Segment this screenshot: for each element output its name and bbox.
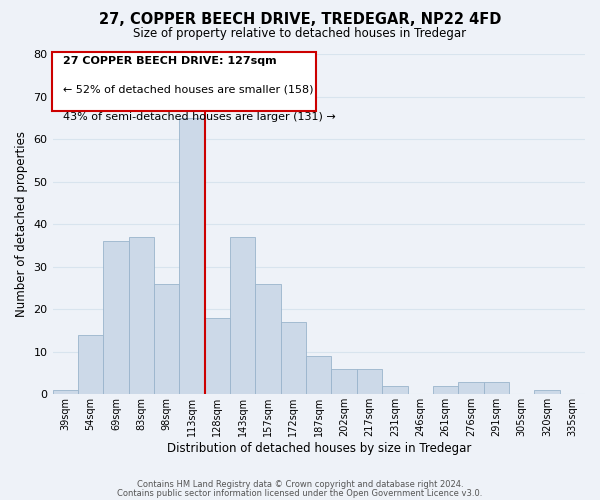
Text: Size of property relative to detached houses in Tredegar: Size of property relative to detached ho… (133, 28, 467, 40)
Bar (306, 356, 331, 395)
X-axis label: Distribution of detached houses by size in Tredegar: Distribution of detached houses by size … (167, 442, 471, 455)
Bar (534, 390, 560, 394)
Y-axis label: Number of detached properties: Number of detached properties (15, 131, 28, 317)
Text: 43% of semi-detached houses are larger (131) →: 43% of semi-detached houses are larger (… (63, 112, 336, 122)
Bar (433, 386, 458, 394)
Bar (179, 118, 205, 394)
Bar (281, 322, 306, 394)
Text: ← 52% of detached houses are smaller (158): ← 52% of detached houses are smaller (15… (63, 84, 314, 94)
Text: 27, COPPER BEECH DRIVE, TREDEGAR, NP22 4FD: 27, COPPER BEECH DRIVE, TREDEGAR, NP22 4… (99, 12, 501, 28)
Bar (357, 369, 382, 394)
Text: Contains HM Land Registry data © Crown copyright and database right 2024.: Contains HM Land Registry data © Crown c… (137, 480, 463, 489)
Bar (53, 390, 78, 394)
Bar (78, 334, 103, 394)
Bar (154, 284, 179, 395)
Bar (331, 369, 357, 394)
Bar (205, 318, 230, 394)
FancyBboxPatch shape (52, 52, 316, 111)
Bar (484, 382, 509, 394)
Bar (103, 241, 128, 394)
Bar (128, 237, 154, 394)
Bar (256, 284, 281, 395)
Bar (382, 386, 407, 394)
Bar (458, 382, 484, 394)
Bar (230, 237, 256, 394)
Text: 27 COPPER BEECH DRIVE: 127sqm: 27 COPPER BEECH DRIVE: 127sqm (63, 56, 277, 66)
Text: Contains public sector information licensed under the Open Government Licence v3: Contains public sector information licen… (118, 489, 482, 498)
